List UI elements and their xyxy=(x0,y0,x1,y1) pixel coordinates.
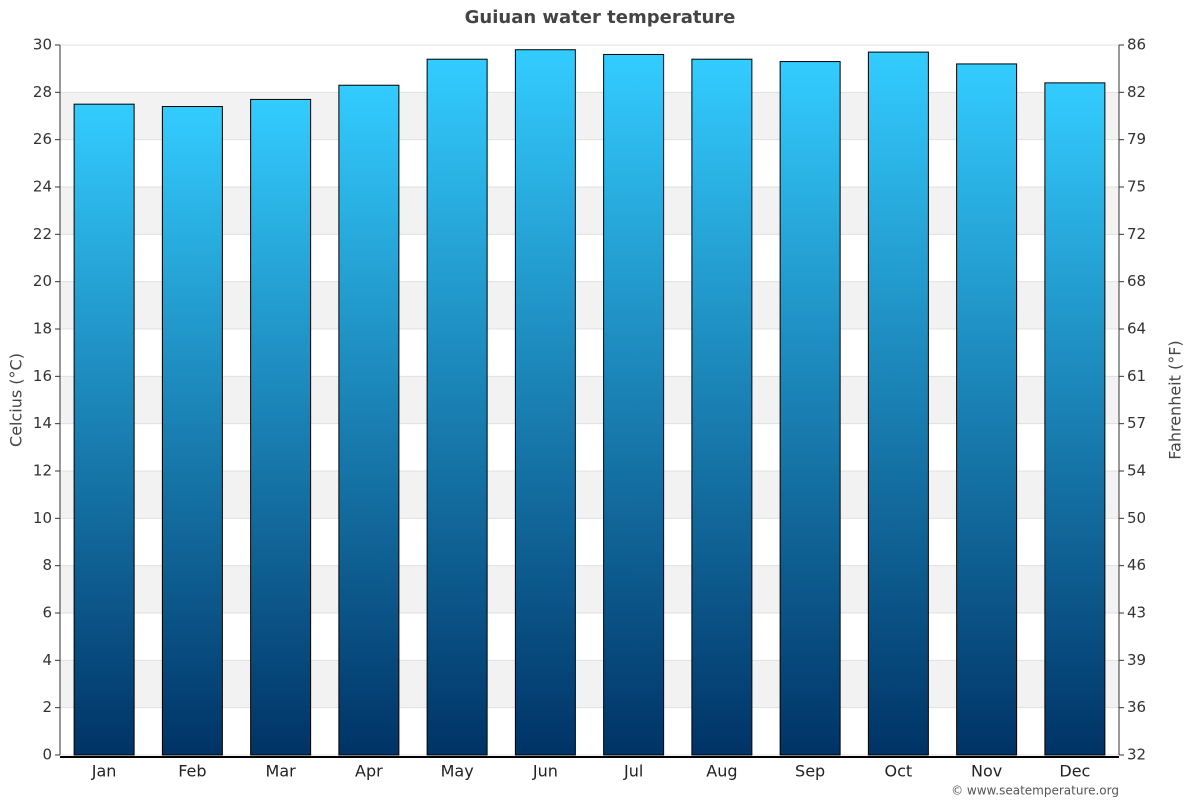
x-tick-label: Dec xyxy=(1059,762,1090,781)
bar xyxy=(867,51,929,756)
y-tick-label: 12 xyxy=(33,462,52,480)
y-axis-label: Celcius (°C) xyxy=(7,353,26,447)
y2-tick-label: 36 xyxy=(1127,698,1146,716)
bar xyxy=(514,49,576,756)
x-tick-label: Jun xyxy=(532,762,558,781)
x-tick-label: Jan xyxy=(91,762,117,781)
bar xyxy=(73,103,135,756)
y2-tick-label: 82 xyxy=(1127,83,1146,101)
y-tick-label: 14 xyxy=(33,414,52,432)
y2-tick-label: 75 xyxy=(1127,178,1146,196)
grid-band xyxy=(60,92,1119,140)
x-tick-label: Apr xyxy=(355,762,383,781)
x-tick-label: Feb xyxy=(178,762,206,781)
x-tick-label: Mar xyxy=(266,762,297,781)
x-tick-label: Jul xyxy=(623,762,643,781)
y-tick-label: 4 xyxy=(42,651,52,669)
y-tick-label: 18 xyxy=(33,320,52,338)
y2-tick-label: 54 xyxy=(1127,462,1146,480)
y2-tick-label: 43 xyxy=(1127,604,1146,622)
y2-tick-label: 61 xyxy=(1127,367,1146,385)
y2-tick-label: 46 xyxy=(1127,556,1146,574)
bar xyxy=(603,53,665,756)
y-tick-label: 6 xyxy=(42,604,52,622)
grid-band xyxy=(60,565,1119,613)
y-tick-label: 30 xyxy=(33,36,52,54)
bar xyxy=(338,84,400,756)
y-tick-label: 26 xyxy=(33,130,52,148)
grid-band xyxy=(60,187,1119,235)
grid-band xyxy=(60,376,1119,424)
y2-tick-label: 32 xyxy=(1127,746,1146,764)
x-tick-label: Oct xyxy=(885,762,913,781)
bar xyxy=(779,61,841,756)
grid-band xyxy=(60,660,1119,708)
x-tick-label: Nov xyxy=(971,762,1002,781)
y2-tick-label: 79 xyxy=(1127,130,1146,148)
y2-axis-label: Fahrenheit (°F) xyxy=(1166,340,1185,459)
y2-tick-label: 72 xyxy=(1127,225,1146,243)
bar xyxy=(691,58,753,756)
credit: © www.seatemperature.org xyxy=(951,784,1119,798)
y2-tick-label: 86 xyxy=(1127,36,1146,54)
bar xyxy=(956,63,1018,756)
x-tick-label: May xyxy=(441,762,474,781)
y2-tick-label: 68 xyxy=(1127,272,1146,290)
y2-tick-label: 57 xyxy=(1127,414,1146,432)
y2-tick-label: 50 xyxy=(1127,509,1146,527)
y-tick-label: 0 xyxy=(42,746,52,764)
bar xyxy=(426,58,488,756)
bar xyxy=(161,106,223,756)
bar xyxy=(1044,82,1106,756)
y2-tick-label: 64 xyxy=(1127,320,1146,338)
chart-title: Guiuan water temperature xyxy=(465,7,736,28)
y2-tick-label: 39 xyxy=(1127,651,1146,669)
y-tick-label: 22 xyxy=(33,225,52,243)
y-tick-label: 8 xyxy=(42,556,52,574)
x-tick-label: Aug xyxy=(706,762,737,781)
y-tick-label: 10 xyxy=(33,509,52,527)
y-tick-label: 24 xyxy=(33,178,52,196)
y-tick-label: 16 xyxy=(33,367,52,385)
x-tick-label: Sep xyxy=(795,762,825,781)
bar xyxy=(250,98,312,756)
grid-band xyxy=(60,471,1119,519)
y-tick-label: 28 xyxy=(33,83,52,101)
y-tick-label: 20 xyxy=(33,272,52,290)
y-tick-label: 2 xyxy=(42,698,52,716)
grid-band xyxy=(60,281,1119,329)
